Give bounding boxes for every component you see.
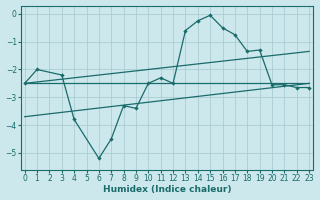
X-axis label: Humidex (Indice chaleur): Humidex (Indice chaleur) [103,185,231,194]
